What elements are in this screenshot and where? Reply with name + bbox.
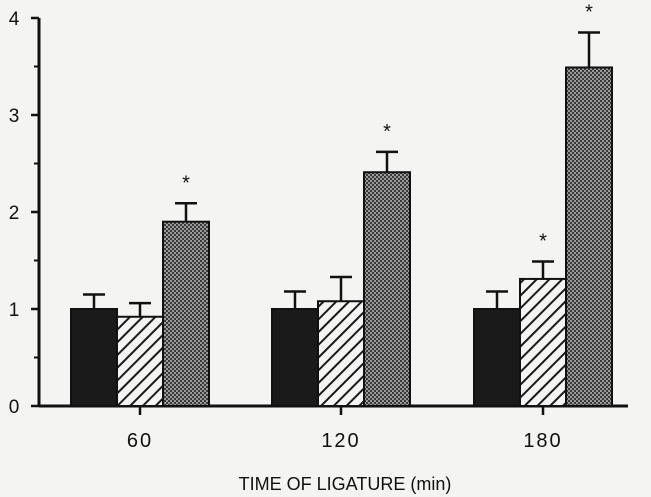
x-ticks: 60 120 180 xyxy=(127,406,562,452)
bar xyxy=(116,315,164,408)
y-tick-label: 1 xyxy=(9,300,20,321)
bar xyxy=(70,308,118,407)
y-tick-label: 0 xyxy=(9,397,20,418)
x-tick-label: 180 xyxy=(523,430,562,452)
significance-marker: * xyxy=(539,230,547,252)
y-tick-label: 2 xyxy=(9,203,20,224)
significance-marker: * xyxy=(182,172,190,194)
y-ticks: 0 1 2 3 4 xyxy=(9,9,39,418)
significance-marker: * xyxy=(383,121,391,143)
bar xyxy=(363,171,411,407)
y-tick-label: 3 xyxy=(9,106,20,127)
y-tick-label: 4 xyxy=(9,9,20,30)
bar xyxy=(162,220,210,407)
bar xyxy=(565,66,613,407)
x-tick-label: 60 xyxy=(127,430,153,452)
x-tick-label: 120 xyxy=(321,430,360,452)
bar xyxy=(317,300,365,407)
bar xyxy=(473,308,521,407)
bar xyxy=(519,277,567,407)
bars: * * * * xyxy=(70,2,613,408)
x-axis-title: TIME OF LIGATURE (min) xyxy=(239,474,452,494)
bar xyxy=(271,308,319,407)
significance-marker: * xyxy=(585,2,593,24)
